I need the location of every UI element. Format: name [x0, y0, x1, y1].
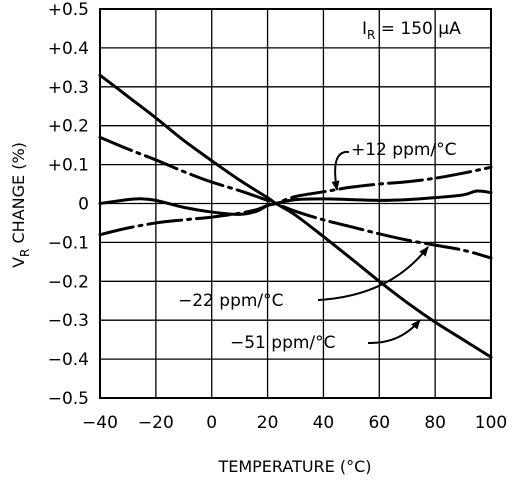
series-line-s22 [98, 135, 493, 260]
x-tick-label: −20 [138, 413, 174, 433]
annotation-label-a22: −22 ppm/°C [178, 291, 284, 311]
annotation-arrow-a12 [331, 150, 350, 191]
annotation-label-a12: +12 ppm/°C [351, 140, 457, 160]
series-layer [98, 73, 493, 359]
y-tick-label: +0.2 [48, 117, 89, 137]
series-line-s_flat [98, 189, 493, 216]
y-tick-label: −0.2 [48, 272, 89, 292]
x-tick-label: 20 [257, 413, 279, 433]
x-tick-label: 60 [368, 413, 390, 433]
y-tick-label: −0.4 [48, 350, 89, 370]
tick-labels: −40 −20 0 20 40 60 80 100 +0.5 +0.4 +0.3 +0.2 +0.1 0 −… [48, 0, 508, 433]
y-tick-label: −0.3 [48, 311, 89, 331]
x-tick-label: 40 [313, 413, 335, 433]
condition-label: IR = 150 μA [362, 19, 461, 42]
annotation-label-a51: −51 ppm/°C [230, 333, 336, 353]
y-tick-label: +0.3 [48, 78, 89, 98]
y-tick-label: +0.1 [48, 156, 89, 176]
annotation-arrow-a22 [317, 246, 429, 301]
x-axis-title: TEMPERATURE (°C) [217, 457, 371, 476]
y-axis-title: VR CHANGE (%) [9, 142, 32, 268]
x-tick-label: −40 [82, 413, 118, 433]
y-tick-label: 0 [78, 195, 89, 215]
y-tick-label: +0.5 [48, 0, 89, 20]
y-tick-label: +0.4 [48, 39, 89, 59]
x-tick-label: 0 [206, 413, 217, 433]
series-line-s51 [98, 73, 493, 359]
y-tick-label: −0.5 [48, 389, 89, 409]
annotation-layer: +12 ppm/°C −22 ppm/°C −51 ppm/°C [178, 140, 457, 353]
y-tick-label: −0.1 [48, 233, 89, 253]
annotation-arrow-a51 [367, 319, 421, 345]
x-tick-label: 100 [475, 413, 507, 433]
x-tick-label: 80 [424, 413, 446, 433]
